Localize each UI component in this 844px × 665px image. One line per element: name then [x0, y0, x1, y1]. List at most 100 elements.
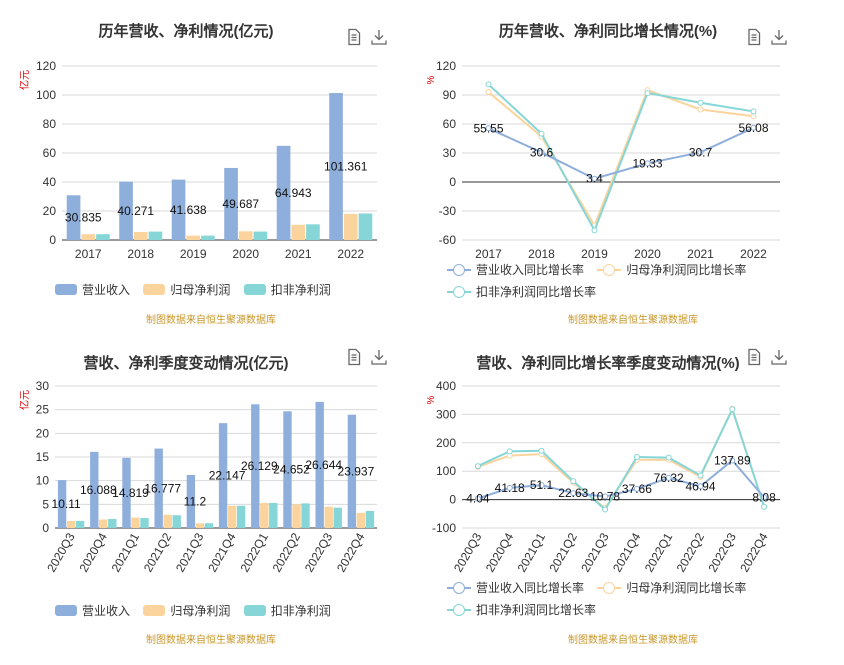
data-point	[538, 447, 545, 454]
x-tick-label: 2018	[528, 247, 555, 261]
legend-label: 营业收入	[82, 283, 131, 297]
x-tick-label: 2021Q2	[546, 530, 580, 574]
x-tick-label: 2021	[285, 247, 312, 261]
download-icon[interactable]	[770, 28, 788, 46]
data-label: 23.937	[338, 464, 375, 478]
data-point	[474, 463, 481, 470]
legend-label: 归母净利润同比增长率	[626, 263, 747, 277]
bar	[324, 506, 333, 528]
series-line	[477, 459, 765, 500]
legend-label: 归母净利润	[170, 283, 231, 297]
legend-item-parent-net-profit[interactable]: 归母净利润	[143, 281, 230, 298]
download-icon[interactable]	[370, 348, 388, 366]
data-label: 22.63	[558, 486, 588, 500]
axis-unit-label: %	[426, 395, 437, 404]
x-tick-label: 2022	[740, 247, 767, 261]
bar	[119, 181, 133, 240]
data-label: 3.4	[586, 172, 603, 186]
legend-item-deducted-net-profit[interactable]: 扣非净利润	[243, 281, 331, 298]
bar	[81, 234, 96, 240]
bar	[131, 517, 140, 528]
data-label: 10.78	[590, 490, 620, 504]
bar	[122, 457, 131, 528]
y-tick-label: 5	[42, 497, 49, 511]
legend-label: 营业收入同比增长率	[476, 581, 585, 595]
legend-item-revenue[interactable]: 营业收入	[55, 602, 130, 619]
legend-item-parent-net-profit[interactable]: 归母净利润	[143, 602, 230, 619]
data-label: 4.04	[466, 491, 490, 505]
y-tick-label: 30	[36, 379, 50, 393]
y-tick-label: 120	[36, 59, 56, 73]
legend-label: 营业收入	[82, 604, 131, 618]
bar	[343, 213, 358, 240]
data-point	[729, 406, 736, 413]
y-tick-label: 200	[436, 436, 456, 450]
data-label: 22.147	[209, 469, 246, 483]
y-tick-label: 80	[43, 117, 57, 131]
bar	[356, 512, 366, 528]
document-icon[interactable]	[345, 28, 363, 46]
legend-label: 扣非净利润同比增长率	[476, 603, 597, 617]
legend-item-parent-np-growth[interactable]: 归母净利润同比增长率	[597, 259, 746, 281]
y-tick-label: 400	[436, 379, 456, 393]
data-label: 55.55	[473, 121, 503, 135]
bar	[306, 224, 320, 240]
series-line	[487, 88, 754, 228]
data-point	[474, 495, 481, 502]
data-label: 14.819	[112, 486, 149, 500]
bar	[172, 515, 181, 528]
x-tick-label: 2022Q4	[334, 530, 368, 574]
x-tick-label: 2020	[232, 247, 259, 261]
chart-plot: 亿元0510152025302020Q32020Q42021Q12021Q220…	[18, 379, 377, 574]
bar	[186, 235, 201, 240]
legend-item-deducted-np-growth[interactable]: 扣非净利润同比增长率	[447, 599, 596, 621]
data-label: 24.652	[273, 463, 310, 477]
data-point	[729, 457, 736, 464]
x-tick-label: 2020Q4	[483, 530, 517, 574]
chart-plot: % -60 -30 0 30 60 90 120 2017 2018 2019 2020 2021 202…	[426, 59, 780, 261]
legend-item-revenue-growth[interactable]: 营业收入同比增长率	[447, 259, 584, 281]
y-tick-label: -30	[439, 204, 457, 218]
y-tick-label: 25	[36, 403, 50, 417]
bar	[90, 451, 99, 528]
document-icon[interactable]	[745, 348, 763, 366]
download-icon[interactable]	[770, 348, 788, 366]
document-icon[interactable]	[745, 28, 763, 46]
x-tick-label: 2021Q4	[610, 530, 644, 574]
bar	[66, 195, 81, 240]
bar	[251, 404, 260, 528]
data-label: 49.687	[222, 197, 259, 211]
x-tick-label: 2022Q3	[705, 530, 739, 574]
bar	[171, 179, 186, 240]
chart-title: 历年营收、净利同比增长情况(%)	[498, 23, 718, 40]
legend-item-deducted-np-growth[interactable]: 扣非净利润同比增长率	[447, 281, 596, 303]
series-line	[488, 126, 754, 180]
y-tick-label: 300	[436, 407, 456, 421]
x-tick-label: 2020	[634, 247, 661, 261]
bar	[99, 519, 108, 528]
data-point	[485, 125, 492, 132]
x-tick-label: 2022Q1	[642, 530, 676, 574]
y-tick-label: 0	[42, 521, 49, 535]
data-point	[761, 503, 768, 510]
panel-quarterly-growth: 营收、净利同比增长率季度变动情况(%) % -100 0 100 200 300 400 20…	[422, 332, 844, 664]
data-source-note: 制图数据来自恒生聚源数据库	[568, 315, 698, 326]
legend-marker-deducted-np-growth	[447, 604, 471, 616]
bar	[329, 93, 343, 240]
legend-item-parent-np-growth[interactable]: 归母净利润同比增长率	[597, 577, 746, 599]
data-label: 64.943	[275, 186, 312, 200]
y-tick-label: 15	[36, 450, 50, 464]
data-point	[538, 130, 545, 137]
legend-item-deducted-net-profit[interactable]: 扣非净利润	[243, 602, 331, 619]
data-label: 11.2	[184, 494, 207, 508]
document-icon[interactable]	[345, 348, 363, 366]
data-label: 46.94	[685, 479, 715, 493]
data-point	[697, 483, 704, 490]
legend-item-revenue[interactable]: 营业收入	[55, 281, 130, 298]
data-label: 16.088	[80, 483, 117, 497]
y-tick-label: 120	[436, 59, 456, 73]
download-icon[interactable]	[370, 28, 388, 46]
legend-swatch-deducted-net-profit	[243, 605, 266, 616]
y-tick-label: 100	[36, 88, 56, 102]
legend-item-revenue-growth[interactable]: 营业收入同比增长率	[447, 577, 584, 599]
